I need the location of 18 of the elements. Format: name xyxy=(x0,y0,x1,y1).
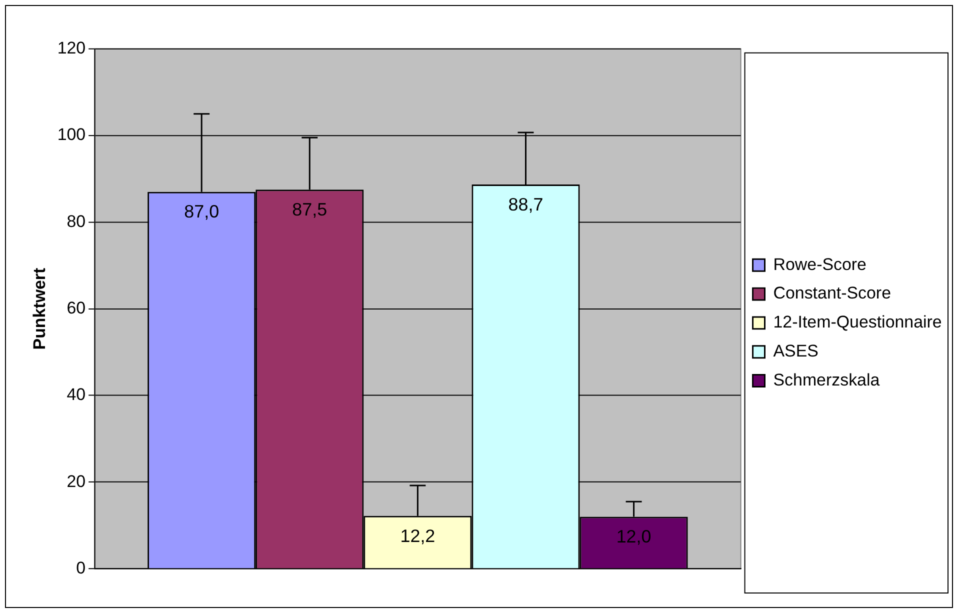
legend-label: Schmerzskala xyxy=(773,370,880,390)
data-label: 12,2 xyxy=(400,526,436,546)
y-tick-label: 40 xyxy=(66,385,86,404)
y-tick-label: 100 xyxy=(57,125,86,144)
data-label: 88,7 xyxy=(508,194,544,214)
legend-label: 12-Item-Questionnaire xyxy=(773,312,942,332)
y-tick-label: 80 xyxy=(66,212,86,231)
data-label: 87,0 xyxy=(184,202,220,222)
y-tick-label: 0 xyxy=(76,558,86,578)
data-label: 87,5 xyxy=(292,200,328,220)
legend-label: Constant-Score xyxy=(773,284,891,303)
y-tick-label: 20 xyxy=(66,472,86,491)
y-tick-label: 60 xyxy=(66,298,86,318)
y-axis-title: Punktwert xyxy=(30,268,49,350)
y-tick-label: 120 xyxy=(57,38,86,58)
legend-label: ASES xyxy=(773,342,818,361)
legend-label: Rowe-Score xyxy=(773,254,866,274)
data-label: 12,0 xyxy=(616,526,652,547)
